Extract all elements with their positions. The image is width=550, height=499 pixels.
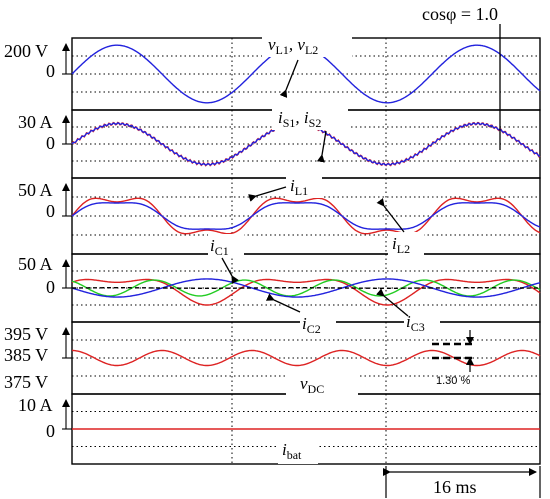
tick-vl-0: 0 [46,61,55,81]
tick-vdc-375: 375 V [4,372,48,392]
ripple-marker [432,330,476,372]
svg-text:vDC: vDC [300,374,324,396]
trace-iL2 [71,202,541,230]
tick-il-50: 50 A [18,180,53,200]
label-il1: iL1 [286,174,322,198]
tick-ic-50: 50 A [18,254,53,274]
tick-vdc-385: 385 V [4,345,48,365]
time-scale-label: 16 ms [433,477,477,497]
svg-text:vL1, vL2: vL1, vL2 [268,35,318,57]
trace-iC3 [71,279,541,297]
svg-text:iC2: iC2 [302,314,321,336]
svg-text:iL1: iL1 [290,176,308,198]
label-ic3: iC3 [404,312,440,336]
tick-ic-0: 0 [46,277,55,297]
label-ic1: iC1 [208,234,244,258]
arrow-ic3 [376,288,409,317]
tick-is-0: 0 [46,133,55,153]
arrow-ic1 [221,257,239,285]
label-vl: vL1, vL2 [262,31,352,57]
arrow-is [316,130,327,163]
trace-iC1 [71,278,541,306]
label-is: iS1, iS2 [272,104,348,130]
panel-iC [62,253,541,323]
label-ic2: iC2 [300,312,336,336]
svg-text:ibat: ibat [282,440,302,462]
tick-is-30: 30 A [18,112,53,132]
tick-ibat-0: 0 [46,421,55,441]
trace-iC0 [72,287,540,289]
tick-ibat-10: 10 A [18,395,53,415]
arrow-il1 [248,186,287,202]
tick-il-0: 0 [46,201,55,221]
svg-text:iL2: iL2 [392,234,410,256]
panels-layer [62,37,541,465]
ripple-percent: 1.30 % [436,375,470,387]
tick-vl-200: 200 V [4,41,48,61]
label-il2: iL2 [388,232,424,256]
label-vdc: vDC [286,372,358,396]
svg-text:iC3: iC3 [406,312,425,334]
trace-iL1 [71,197,541,235]
arrow-il2 [376,198,405,233]
cosphi-annotation: cosφ = 1.0 [422,4,498,24]
arrow-vl [279,59,299,98]
arrow-ic2 [265,293,301,313]
label-ibat: ibat [278,440,318,464]
svg-text:iC1: iC1 [210,236,229,258]
time-scale-bar [383,466,541,498]
tick-vdc-395: 395 V [4,324,48,344]
trace-iC2 [71,278,541,298]
trace-vDC [72,349,541,367]
svg-text:iS1, iS2: iS1, iS2 [278,108,321,130]
